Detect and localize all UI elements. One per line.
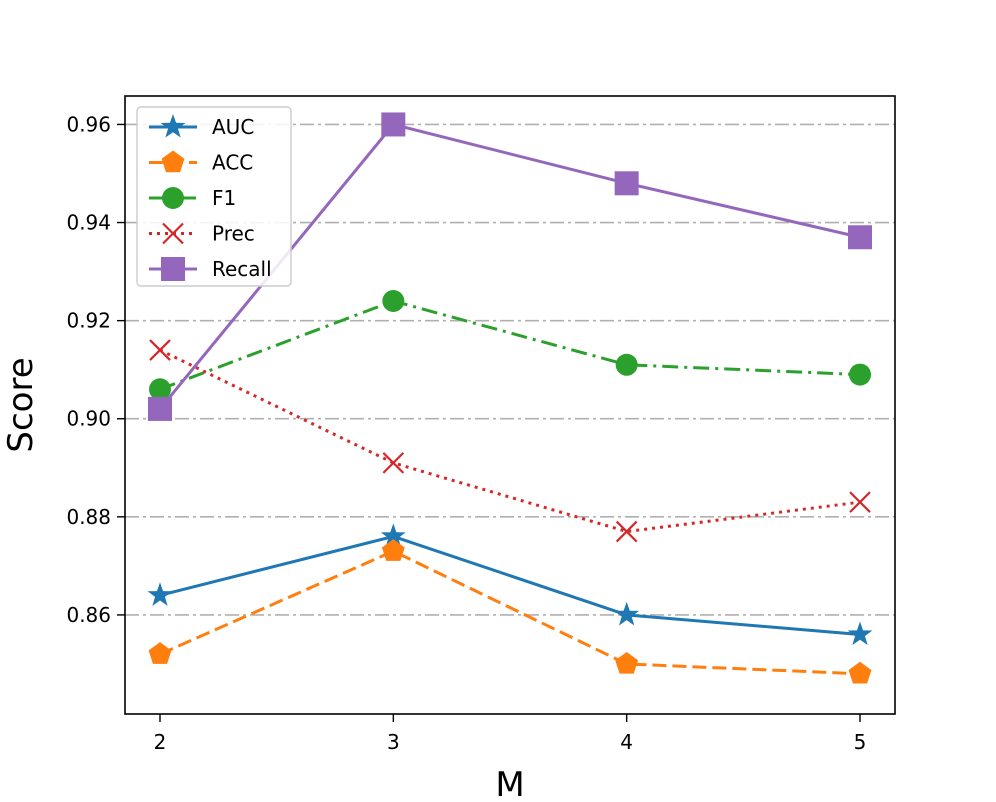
data-point-f1	[849, 363, 871, 386]
data-point-f1	[149, 378, 171, 401]
y-tick-label: 0.94	[66, 211, 111, 235]
y-tick-label: 0.96	[66, 112, 111, 136]
y-axis-label: Score	[1, 357, 41, 452]
data-point-auc	[147, 582, 173, 606]
series-acc	[148, 539, 872, 684]
data-point-prec	[149, 339, 171, 361]
data-point-prec	[382, 452, 405, 474]
data-point-f1	[615, 353, 638, 376]
series-line-acc	[159, 549, 861, 676]
legend-label: Prec	[212, 222, 255, 246]
data-point-acc	[848, 661, 872, 684]
data-point-auc	[847, 621, 873, 646]
data-point-f1	[382, 290, 405, 313]
series-prec	[149, 339, 871, 543]
series-f1	[149, 290, 871, 401]
legend-marker	[161, 257, 185, 281]
legend-label: F1	[212, 186, 236, 210]
x-tick-label: 4	[620, 730, 633, 754]
series-auc	[147, 523, 873, 646]
legend-item-recall: Recall	[149, 257, 272, 281]
legend-label: Recall	[212, 257, 272, 281]
data-point-acc	[615, 651, 639, 674]
legend-marker	[162, 187, 184, 209]
x-tick-label: 5	[854, 730, 867, 754]
x-axis-label: M	[495, 765, 524, 802]
data-point-prec	[615, 520, 638, 543]
legend-marker	[160, 114, 186, 138]
series-line-f1	[159, 299, 861, 391]
data-point-acc	[381, 539, 405, 561]
plot-frame	[124, 95, 896, 715]
data-point-auc	[614, 601, 640, 626]
data-point-recall	[848, 225, 872, 250]
legend: AUC ACC F1 Prec Recall	[136, 106, 292, 287]
series-line-prec	[159, 348, 861, 534]
series-line-auc	[159, 534, 861, 637]
data-point-recall	[381, 112, 406, 137]
legend-item-f1: F1	[149, 186, 236, 210]
data-point-auc	[380, 523, 406, 547]
y-tick-label: 0.86	[66, 603, 111, 627]
legend-item-auc: AUC	[149, 114, 254, 139]
legend-box	[136, 106, 292, 287]
data-point-recall	[148, 396, 172, 421]
axis-ticks: 0.86 0.88 0.90 0.92 0.94 0.96 2 3 4 5	[66, 112, 866, 754]
legend-marker	[161, 150, 185, 173]
legend-label: ACC	[212, 151, 253, 175]
x-tick-label: 3	[387, 730, 400, 754]
legend-marker	[162, 222, 184, 245]
y-tick-label: 0.92	[66, 309, 111, 333]
legend-label: AUC	[212, 115, 254, 139]
x-tick-label: 2	[154, 730, 167, 754]
data-point-acc	[148, 642, 172, 664]
y-tick-label: 0.90	[66, 407, 111, 431]
legend-item-prec: Prec	[149, 222, 255, 246]
data-point-prec	[849, 491, 871, 513]
y-tick-label: 0.88	[66, 505, 111, 529]
legend-item-acc: ACC	[149, 150, 253, 175]
data-point-recall	[614, 171, 639, 196]
